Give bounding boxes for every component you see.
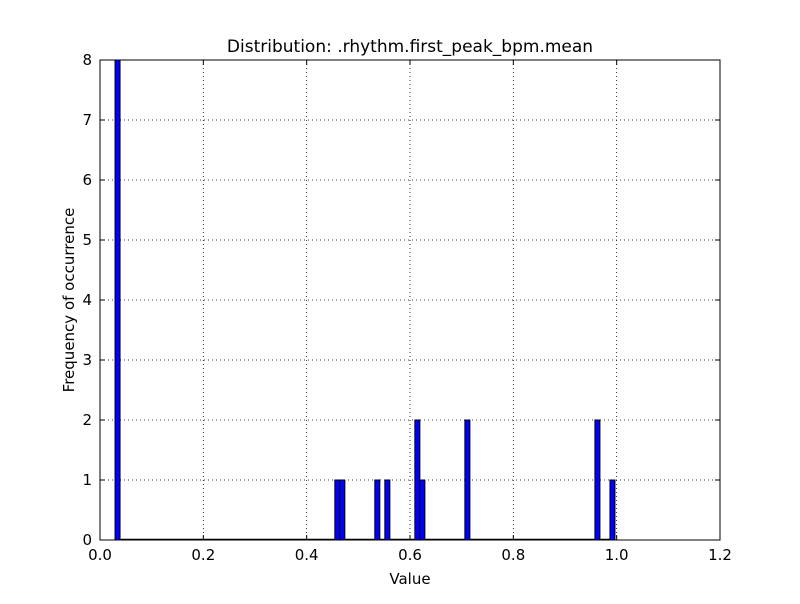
x-tick-label: 0.0 <box>88 546 112 564</box>
x-tick-label: 0.2 <box>191 546 215 564</box>
x-tick-labels: 0.0 0.2 0.4 0.6 0.8 1.0 1.2 <box>88 546 732 564</box>
y-tick-label: 3 <box>82 351 92 369</box>
y-tick-label: 4 <box>82 291 92 309</box>
y-tick-label: 2 <box>82 411 92 429</box>
histogram-bar <box>609 479 616 541</box>
y-tick-label: 1 <box>82 471 92 489</box>
axis-ticks <box>99 59 721 541</box>
histogram-bar <box>374 479 381 541</box>
x-axis-label: Value <box>389 570 430 588</box>
histogram-bar <box>419 479 426 541</box>
x-tick-label: 0.8 <box>501 546 525 564</box>
y-tick-labels: 0 1 2 3 4 5 6 7 8 <box>82 51 92 549</box>
histogram-bar <box>114 59 121 541</box>
histogram-bar <box>464 419 471 541</box>
y-tick-label: 5 <box>82 231 92 249</box>
chart-title: Distribution: .rhythm.first_peak_bpm.mea… <box>227 37 593 57</box>
histogram-bar <box>594 419 601 541</box>
y-tick-label: 6 <box>82 171 92 189</box>
histogram-bar <box>334 479 341 541</box>
x-tick-label: 1.0 <box>605 546 629 564</box>
y-tick-label: 0 <box>82 531 92 549</box>
y-tick-label: 8 <box>82 51 92 69</box>
histogram-bar <box>339 479 346 541</box>
y-axis-label: Frequency of occurrence <box>60 208 78 393</box>
y-tick-label: 7 <box>82 111 92 129</box>
histogram-bar <box>414 419 421 541</box>
x-tick-label: 0.4 <box>295 546 319 564</box>
x-tick-label: 0.6 <box>398 546 422 564</box>
histogram-bar <box>384 479 391 541</box>
x-tick-label: 1.2 <box>708 546 732 564</box>
